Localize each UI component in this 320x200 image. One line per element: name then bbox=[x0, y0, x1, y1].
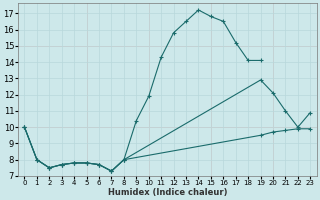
X-axis label: Humidex (Indice chaleur): Humidex (Indice chaleur) bbox=[108, 188, 227, 197]
